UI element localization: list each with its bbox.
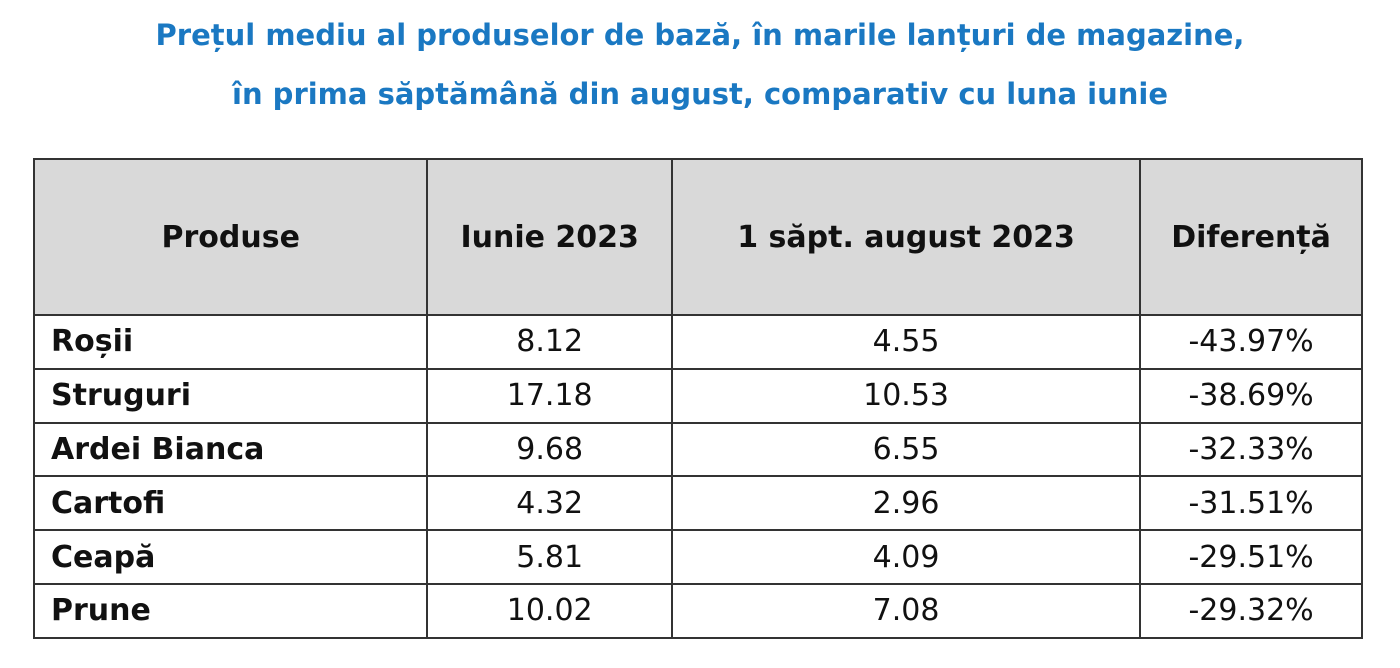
table-cell: -29.51% [1139,529,1363,585]
product-name: Roșii [32,314,429,370]
table-cell: 6.55 [670,421,1142,478]
column-header: Iunie 2023 [426,158,673,316]
table-cell: 4.32 [426,475,673,532]
title-line: Prețul mediu al produselor de bază, în m… [155,18,1245,52]
table-row: Ardei Bianca 9.68 6.55 -32.33% [32,421,1363,478]
price-table: Produse Iunie 2023 1 săpt. august 2023 Dife… [32,158,1363,639]
table-row: Cartofi 4.32 2.96 -31.51% [32,475,1363,532]
table-cell: 9.68 [426,421,673,478]
table-cell: -38.69% [1139,367,1363,424]
table-row: Struguri 17.18 10.53 -38.69% [32,367,1363,424]
table-row: Ceapă 5.81 4.09 -29.51% [32,529,1363,585]
table-cell: -43.97% [1139,314,1363,370]
table-cell: 17.18 [426,367,673,424]
table-cell: 4.09 [670,529,1142,585]
table-cell: 5.81 [426,529,673,585]
table-cell: 4.55 [670,314,1142,370]
product-name: Struguri [32,367,429,424]
column-header: Diferență [1139,158,1363,316]
column-header: 1 săpt. august 2023 [670,158,1142,316]
table-cell: -31.51% [1139,475,1363,532]
title-line: în prima săptămână din august, comparati… [232,77,1168,111]
table-body: Roșii 8.12 4.55 -43.97% Struguri 17.18 10.53 -3… [32,314,1363,639]
product-name: Ardei Bianca [32,421,429,478]
product-name: Ceapă [32,529,429,585]
table-row: Roșii 8.12 4.55 -43.97% [32,314,1363,370]
table-cell: 7.08 [670,582,1142,639]
table-cell: 10.53 [670,367,1142,424]
column-header: Produse [32,158,429,316]
table-cell: 8.12 [426,314,673,370]
table-cell: 2.96 [670,475,1142,532]
table-cell: -32.33% [1139,421,1363,478]
table-cell: 10.02 [426,582,673,639]
table-row: Prune 10.02 7.08 -29.32% [32,582,1363,639]
table-cell: -29.32% [1139,582,1363,639]
product-name: Cartofi [32,475,429,532]
header-row: Produse Iunie 2023 1 săpt. august 2023 Dife… [32,158,1363,316]
product-name: Prune [32,582,429,639]
